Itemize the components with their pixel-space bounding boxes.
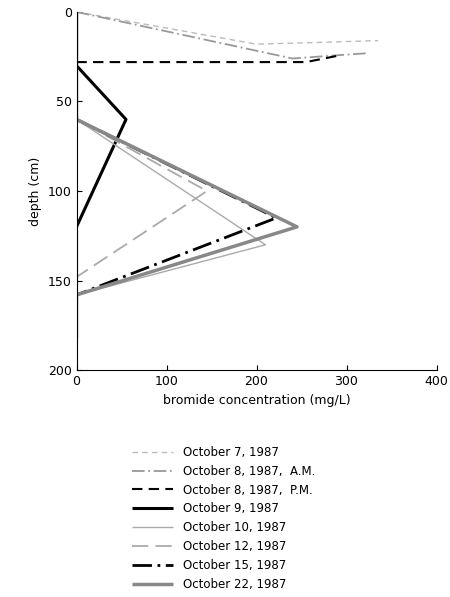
X-axis label: bromide concentration (mg/L): bromide concentration (mg/L) — [163, 393, 350, 407]
Y-axis label: depth (cm): depth (cm) — [29, 156, 42, 226]
Legend: October 7, 1987, October 8, 1987,  A.M., October 8, 1987,  P.M., October 9, 1987: October 7, 1987, October 8, 1987, A.M., … — [132, 446, 315, 591]
